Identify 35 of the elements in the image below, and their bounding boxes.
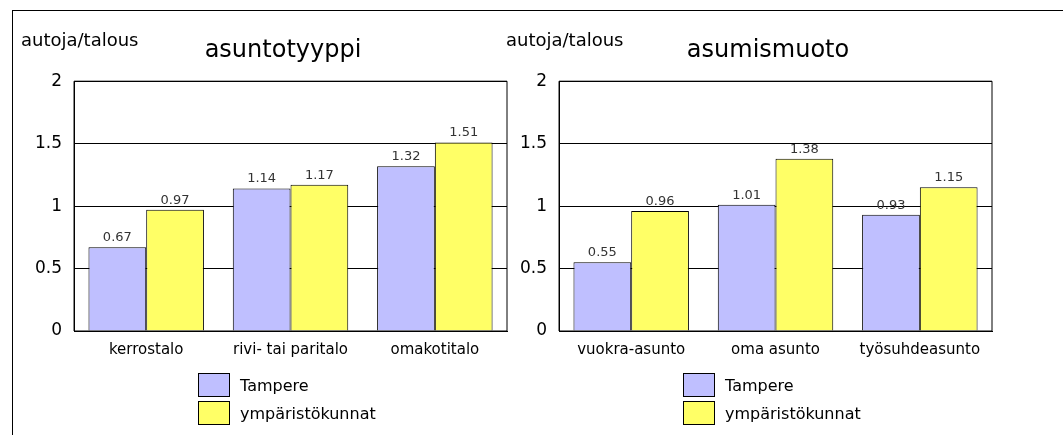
y-tick-label: 0 — [536, 319, 548, 340]
y-tick-label: 1.5 — [34, 132, 63, 153]
y-tick-label: 0.5 — [34, 256, 63, 277]
x-tick-label: omakotitalo — [390, 339, 480, 358]
y-tick-label: 1.5 — [519, 132, 548, 153]
chart-title: asumismuoto — [686, 35, 850, 63]
data-label: 1.14 — [247, 170, 277, 186]
chart-title: asuntotyyppi — [204, 35, 362, 63]
data-label: 0.97 — [160, 191, 190, 207]
data-label: 0.96 — [645, 192, 675, 208]
data-label: 0.55 — [587, 244, 617, 260]
y-axis-title: autoja/talous — [506, 29, 624, 50]
data-label: 1.01 — [732, 186, 762, 202]
x-tick-label: työsuhdeasunto — [859, 339, 981, 358]
data-label: 1.15 — [934, 169, 964, 185]
data-label: 0.67 — [102, 229, 132, 245]
x-tick-label: vuokra-asunto — [577, 339, 686, 358]
legend-label: ympäristökunnat — [240, 403, 376, 423]
y-tick-label: 1 — [51, 194, 63, 215]
data-label: 1.32 — [391, 148, 421, 164]
x-tick-label: oma asunto — [731, 339, 820, 358]
data-label: 1.38 — [789, 140, 819, 156]
y-tick-label: 2 — [51, 69, 63, 90]
x-tick-label: rivi- tai paritalo — [232, 339, 349, 358]
y-tick-label: 0 — [51, 319, 63, 340]
y-tick-label: 1 — [536, 194, 548, 215]
y-tick-label: 2 — [536, 69, 548, 90]
x-tick-label: kerrostalo — [108, 339, 184, 358]
y-axis-title: autoja/talous — [21, 29, 139, 50]
legend-label: Tampere — [240, 375, 309, 395]
legend-label: Tampere — [725, 375, 794, 395]
data-label: 1.17 — [304, 166, 334, 182]
legend-label: ympäristökunnat — [725, 403, 861, 423]
data-label: 1.51 — [449, 124, 479, 140]
y-tick-label: 0.5 — [519, 256, 548, 277]
